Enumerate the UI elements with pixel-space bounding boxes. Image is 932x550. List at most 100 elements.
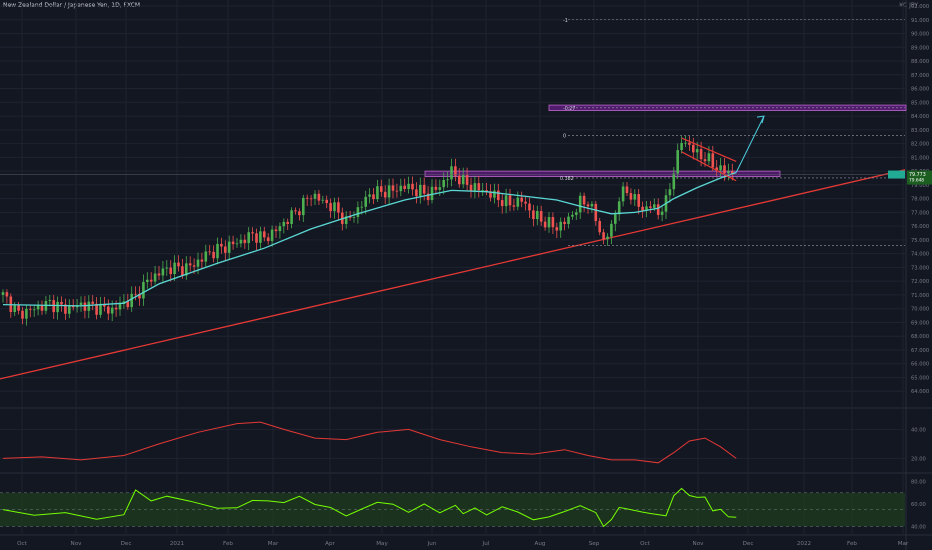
oscillator-1-line xyxy=(2,421,737,464)
candle-body xyxy=(313,193,317,199)
candle-body xyxy=(110,307,114,314)
candle-body xyxy=(364,196,367,207)
candle-body xyxy=(672,173,676,190)
candle-body xyxy=(500,200,504,207)
candle-body xyxy=(711,153,715,168)
candle-body xyxy=(653,204,656,208)
candle-body xyxy=(543,221,547,228)
candle-body xyxy=(200,259,204,262)
candle-body xyxy=(699,149,703,160)
y-tick-label: 92.000 xyxy=(911,4,929,10)
candle-body xyxy=(216,243,219,259)
candle-body xyxy=(446,179,449,181)
x-tick-label: 2022 xyxy=(797,541,811,547)
candle-body xyxy=(21,310,24,319)
candle-body xyxy=(504,195,508,207)
candle-body xyxy=(146,279,149,283)
candle-body xyxy=(512,205,516,207)
candle-body xyxy=(450,166,453,180)
candle-body xyxy=(83,302,87,311)
y-tick-label: 74.000 xyxy=(911,252,929,258)
candle-body xyxy=(668,189,672,196)
candle-body xyxy=(660,211,664,215)
candle-body xyxy=(165,267,169,269)
candle-body xyxy=(25,308,28,319)
candle-body xyxy=(325,199,328,204)
x-tick-label: 2021 xyxy=(170,541,185,547)
candle-body xyxy=(227,241,231,253)
candle-body xyxy=(317,193,321,201)
x-tick-label: Nov xyxy=(693,541,705,547)
candle-body xyxy=(138,293,141,299)
y-tick-label: 64.000 xyxy=(911,389,929,395)
candle-body xyxy=(419,184,422,197)
candle-body xyxy=(516,197,520,207)
candle-body xyxy=(617,201,621,215)
candle-body xyxy=(454,166,457,176)
candle-body xyxy=(309,198,313,200)
x-tick-label: May xyxy=(376,541,388,547)
candle-body xyxy=(64,304,67,314)
candle-body xyxy=(142,282,145,299)
candle-body xyxy=(302,197,305,216)
fib-level-label: -0.27 xyxy=(563,106,575,112)
current-price-label-secondary: 79.648 xyxy=(909,178,924,184)
candle-body xyxy=(598,221,601,233)
candle-body xyxy=(29,308,32,310)
candle-body xyxy=(508,195,512,206)
y-tick-label: 68.000 xyxy=(911,334,929,340)
y-tick-label: 86.000 xyxy=(911,87,929,93)
y-tick-label: 75.000 xyxy=(911,238,929,244)
candle-body xyxy=(368,194,371,197)
candle-body xyxy=(621,186,625,202)
y-tick-label: 67.000 xyxy=(911,348,929,354)
candle-body xyxy=(395,190,399,192)
candle-body xyxy=(169,267,172,275)
y-tick-label: 65.000 xyxy=(911,375,929,381)
candle-body xyxy=(118,303,122,310)
candle-body xyxy=(356,207,360,218)
candle-body xyxy=(536,211,539,220)
candle-body xyxy=(555,227,559,231)
y-tick-label: 77.000 xyxy=(911,210,929,216)
y-tick-label: 78.000 xyxy=(911,197,929,203)
candle-body xyxy=(676,150,679,174)
candle-body xyxy=(602,232,605,240)
candle-body xyxy=(532,210,535,220)
candle-body xyxy=(485,190,488,192)
candle-body xyxy=(372,194,375,200)
candle-body xyxy=(255,233,258,243)
fib-level-label: -1 xyxy=(563,18,568,24)
candle-body xyxy=(36,305,40,310)
candle-body xyxy=(489,191,492,198)
candle-body xyxy=(692,144,695,153)
candle-body xyxy=(629,193,633,200)
candle-body xyxy=(181,266,184,276)
y-tick-label: 81.000 xyxy=(911,155,929,161)
y-tick-label: 90.000 xyxy=(911,32,929,38)
candle-body xyxy=(352,217,356,218)
candle-body xyxy=(103,303,106,307)
y-tick-label: 70.000 xyxy=(911,307,929,313)
candle-body xyxy=(614,214,617,224)
candle-body xyxy=(337,202,340,213)
candle-body xyxy=(344,216,348,225)
candle-body xyxy=(465,175,469,185)
candle-body xyxy=(348,216,352,218)
candle-body xyxy=(56,301,59,313)
candle-body xyxy=(695,149,699,153)
candle-body xyxy=(688,142,691,145)
candle-body xyxy=(606,236,609,240)
candle-body xyxy=(282,221,286,227)
osc2-tick-label: 40.00 xyxy=(911,524,926,530)
candle-body xyxy=(426,193,430,201)
y-tick-label: 79.000 xyxy=(911,183,929,189)
candle-body xyxy=(274,229,278,232)
candle-body xyxy=(610,223,613,237)
candle-body xyxy=(251,232,254,234)
projection-arrow-line xyxy=(735,115,765,173)
resistance-zone xyxy=(424,170,781,178)
candle-body xyxy=(582,195,586,205)
candle-body xyxy=(563,221,566,225)
